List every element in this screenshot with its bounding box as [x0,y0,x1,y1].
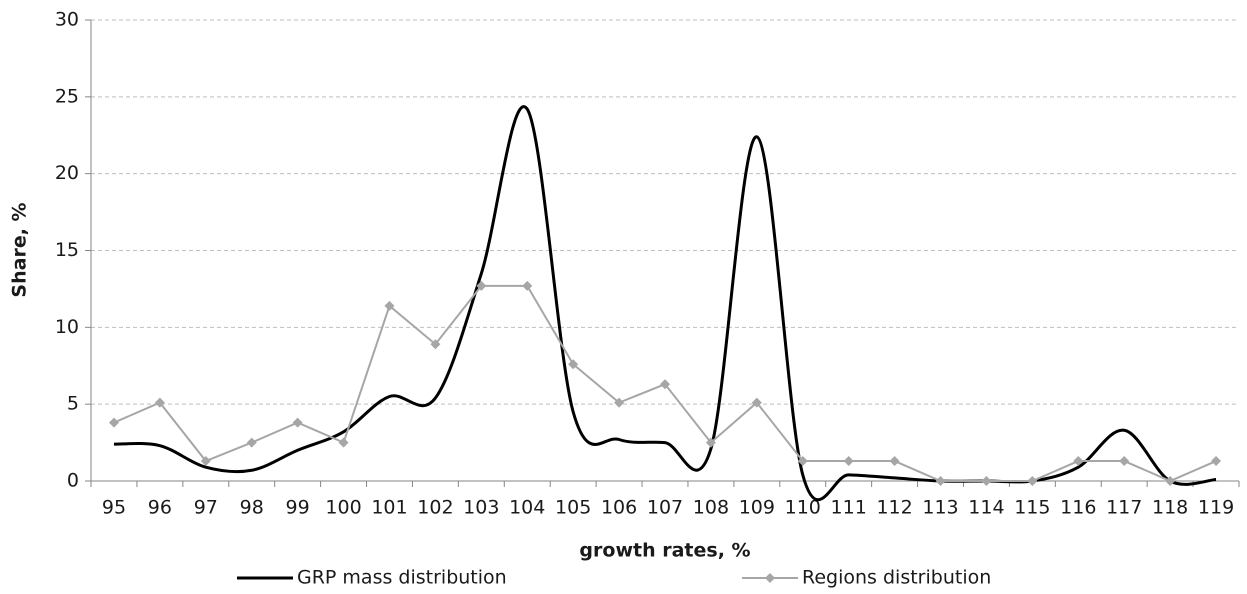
data-point [705,437,716,448]
x-tick-label: 96 [148,497,172,519]
x-tick-label: 107 [647,497,683,519]
data-point [568,359,579,370]
y-tick-label: 15 [55,239,79,261]
data-point [843,456,854,467]
data-point [522,280,533,291]
x-tick-label: 104 [509,497,545,519]
y-tick-label: 30 [55,9,79,31]
x-tick-label: 105 [555,497,591,519]
x-tick-label: 101 [371,497,407,519]
x-tick-label: 109 [739,497,775,519]
data-point [981,476,992,486]
data-point [751,397,762,408]
y-tick-label: 0 [67,470,79,492]
x-tick-label: 111 [831,497,867,519]
data-point [1119,456,1130,467]
x-tick-label: 115 [1014,497,1050,519]
data-point [246,437,257,448]
x-tick-label: 108 [693,497,729,519]
data-point [1211,456,1222,467]
data-point [1165,476,1176,486]
data-point [476,280,487,291]
x-tick-label: 112 [876,497,912,519]
data-point [200,456,211,467]
x-axis-label: growth rates, % [579,540,750,562]
data-point [614,397,625,408]
data-point [1073,456,1084,467]
data-point [935,476,946,486]
y-tick-label: 20 [55,162,79,184]
x-tick-label: 114 [968,497,1004,519]
data-point [660,379,670,390]
x-tick-label: 98 [240,497,264,519]
legend-label: Regions distribution [802,567,991,589]
x-tick-label: 103 [463,497,499,519]
legend-marker [765,573,775,583]
x-tick-label: 117 [1106,497,1142,519]
data-point [108,417,119,428]
series-line [113,105,1217,502]
x-tick-label: 102 [417,497,453,519]
x-tick-label: 100 [325,497,361,519]
data-point [384,300,395,311]
y-tick-label: 25 [55,85,79,107]
data-point [338,437,349,448]
x-tick-label: 97 [194,497,218,519]
x-tick-label: 118 [1152,497,1188,519]
x-tick-label: 95 [102,497,126,519]
x-tick-label: 99 [286,497,310,519]
data-point [797,456,808,467]
x-tick-label: 106 [601,497,637,519]
data-point [292,417,303,428]
data-point [1027,476,1038,486]
data-point [889,456,900,467]
x-tick-label: 113 [922,497,958,519]
x-tick-label: 110 [785,497,821,519]
x-tick-label: 116 [1060,497,1096,519]
y-axis-label: Share, % [9,202,31,297]
y-tick-label: 5 [67,393,79,415]
y-tick-label: 10 [55,316,79,338]
x-tick-label: 119 [1198,497,1234,519]
data-point [154,397,165,408]
data-point [430,339,441,350]
legend-label: GRP mass distribution [297,567,507,589]
